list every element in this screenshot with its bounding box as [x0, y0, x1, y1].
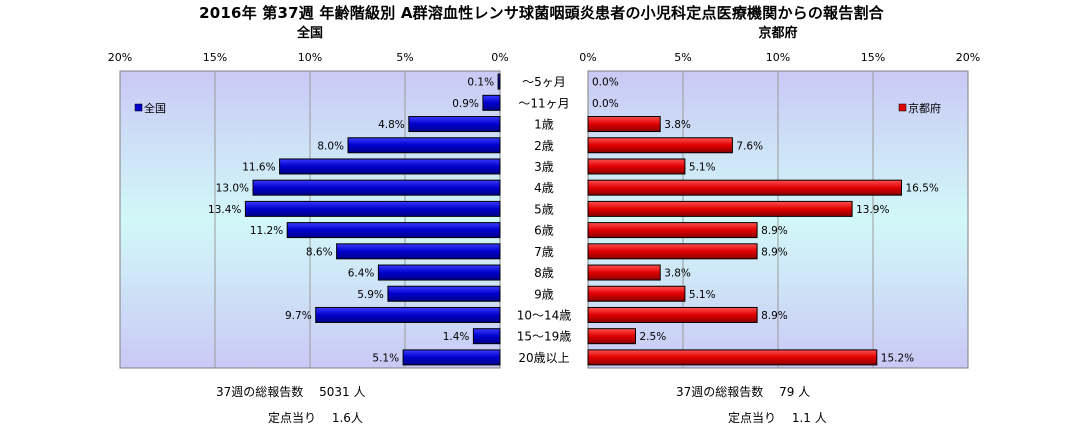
data-label: 6.4% — [348, 268, 375, 280]
category-label: ～5ヶ月 — [522, 75, 566, 89]
bar — [387, 285, 501, 302]
data-label: 11.6% — [242, 161, 275, 173]
data-label: 13.9% — [856, 204, 889, 216]
data-label: 0.9% — [452, 98, 479, 110]
kyoto-total-reports: 37週の総報告数 79 人 — [676, 385, 811, 399]
national-total-reports: 37週の総報告数 5031 人 — [216, 385, 366, 399]
tick-label: 15% — [203, 51, 227, 64]
tick-label: 0% — [579, 51, 596, 64]
bar — [279, 158, 501, 175]
bar — [286, 222, 501, 239]
data-label: 5.1% — [689, 161, 716, 173]
category-label: 2歳 — [534, 139, 554, 153]
data-label: 9.7% — [285, 310, 312, 322]
data-label: 0.1% — [467, 77, 494, 89]
category-label: 7歳 — [534, 245, 554, 259]
kyoto-panel: 0% 5% 10% 15% 20% 0.0% 0.0% 3.8% 7.6% 5.1% 16.5% 13… — [579, 51, 980, 369]
bar — [472, 328, 501, 345]
bar — [587, 179, 902, 196]
data-label: 3.8% — [664, 268, 691, 280]
bar — [587, 200, 853, 217]
bar — [587, 222, 758, 239]
category-label: 3歳 — [534, 160, 554, 174]
data-label: 7.6% — [736, 140, 763, 152]
bar — [402, 349, 501, 366]
bar — [347, 137, 501, 154]
data-label: 8.9% — [761, 310, 788, 322]
bar — [336, 243, 501, 260]
data-label: 8.9% — [761, 246, 788, 258]
bar — [377, 264, 501, 281]
bar — [408, 116, 501, 133]
bar — [587, 137, 733, 154]
legend: 全国 — [134, 101, 166, 115]
category-label: 15～19歳 — [517, 330, 572, 344]
bar — [587, 116, 661, 133]
category-label: 8歳 — [534, 266, 554, 280]
data-label: 5.9% — [357, 289, 384, 301]
bar — [587, 349, 878, 366]
tick-label: 10% — [766, 51, 790, 64]
category-label: 20歳以上 — [518, 351, 569, 365]
data-label: 3.8% — [664, 119, 691, 131]
bar — [587, 158, 686, 175]
data-label: 1.4% — [443, 331, 470, 343]
legend-label: 全国 — [144, 101, 166, 115]
bar — [587, 306, 758, 323]
tick-label: 15% — [861, 51, 885, 64]
bar — [587, 328, 636, 345]
legend-label: 京都府 — [908, 101, 941, 115]
data-label: 15.2% — [881, 352, 914, 364]
category-label: ～11ヶ月 — [518, 96, 569, 110]
bar — [587, 264, 661, 281]
category-label: 5歳 — [534, 202, 554, 216]
category-label: 9歳 — [534, 287, 554, 301]
data-label: 13.0% — [216, 183, 249, 195]
bar — [252, 179, 501, 196]
bar — [497, 73, 501, 90]
category-label: 10～14歳 — [517, 308, 572, 322]
national-panel: 20% 15% 10% 5% 0% 0.1% 0.9% 4.8% 8.0% 11.6% 13.0% 1… — [108, 51, 509, 369]
national-per-site: 定点当り 1.6人 — [268, 411, 363, 425]
tick-label: 20% — [108, 51, 132, 64]
tick-label: 5% — [674, 51, 691, 64]
data-label: 4.8% — [378, 119, 405, 131]
legend: 京都府 — [898, 101, 941, 115]
data-label: 8.0% — [317, 140, 344, 152]
bar — [482, 94, 501, 111]
bar — [587, 243, 758, 260]
bar — [587, 285, 686, 302]
legend-swatch — [134, 103, 143, 112]
chart-title: 2016年 第37週 年齢階級別 A群溶血性レンサ球菌咽頭炎患者の小児科定点医療… — [199, 4, 884, 22]
bar — [315, 306, 501, 323]
legend-swatch — [898, 103, 907, 112]
data-label: 11.2% — [250, 225, 283, 237]
national-panel-title: 全国 — [296, 26, 323, 41]
data-label: 0.0% — [592, 77, 619, 89]
bar — [244, 200, 501, 217]
tick-label: 5% — [396, 51, 413, 64]
data-label: 13.4% — [208, 204, 241, 216]
age-group-labels: ～5ヶ月 ～11ヶ月 1歳 2歳 3歳 4歳 5歳 6歳 7歳 8歳 9歳 10～14歳 15～19歳 2… — [517, 75, 572, 365]
data-label: 5.1% — [372, 352, 399, 364]
tick-label: 20% — [956, 51, 980, 64]
data-label: 0.0% — [592, 98, 619, 110]
category-label: 4歳 — [534, 181, 554, 195]
data-label: 5.1% — [689, 289, 716, 301]
category-label: 6歳 — [534, 224, 554, 238]
tick-label: 10% — [298, 51, 322, 64]
data-label: 2.5% — [640, 331, 667, 343]
kyoto-panel-title: 京都府 — [758, 26, 798, 41]
data-label: 16.5% — [906, 183, 939, 195]
tick-label: 0% — [491, 51, 508, 64]
data-label: 8.9% — [761, 225, 788, 237]
kyoto-per-site: 定点当り 1.1 人 — [728, 411, 827, 425]
data-label: 8.6% — [306, 246, 333, 258]
category-label: 1歳 — [534, 118, 554, 132]
